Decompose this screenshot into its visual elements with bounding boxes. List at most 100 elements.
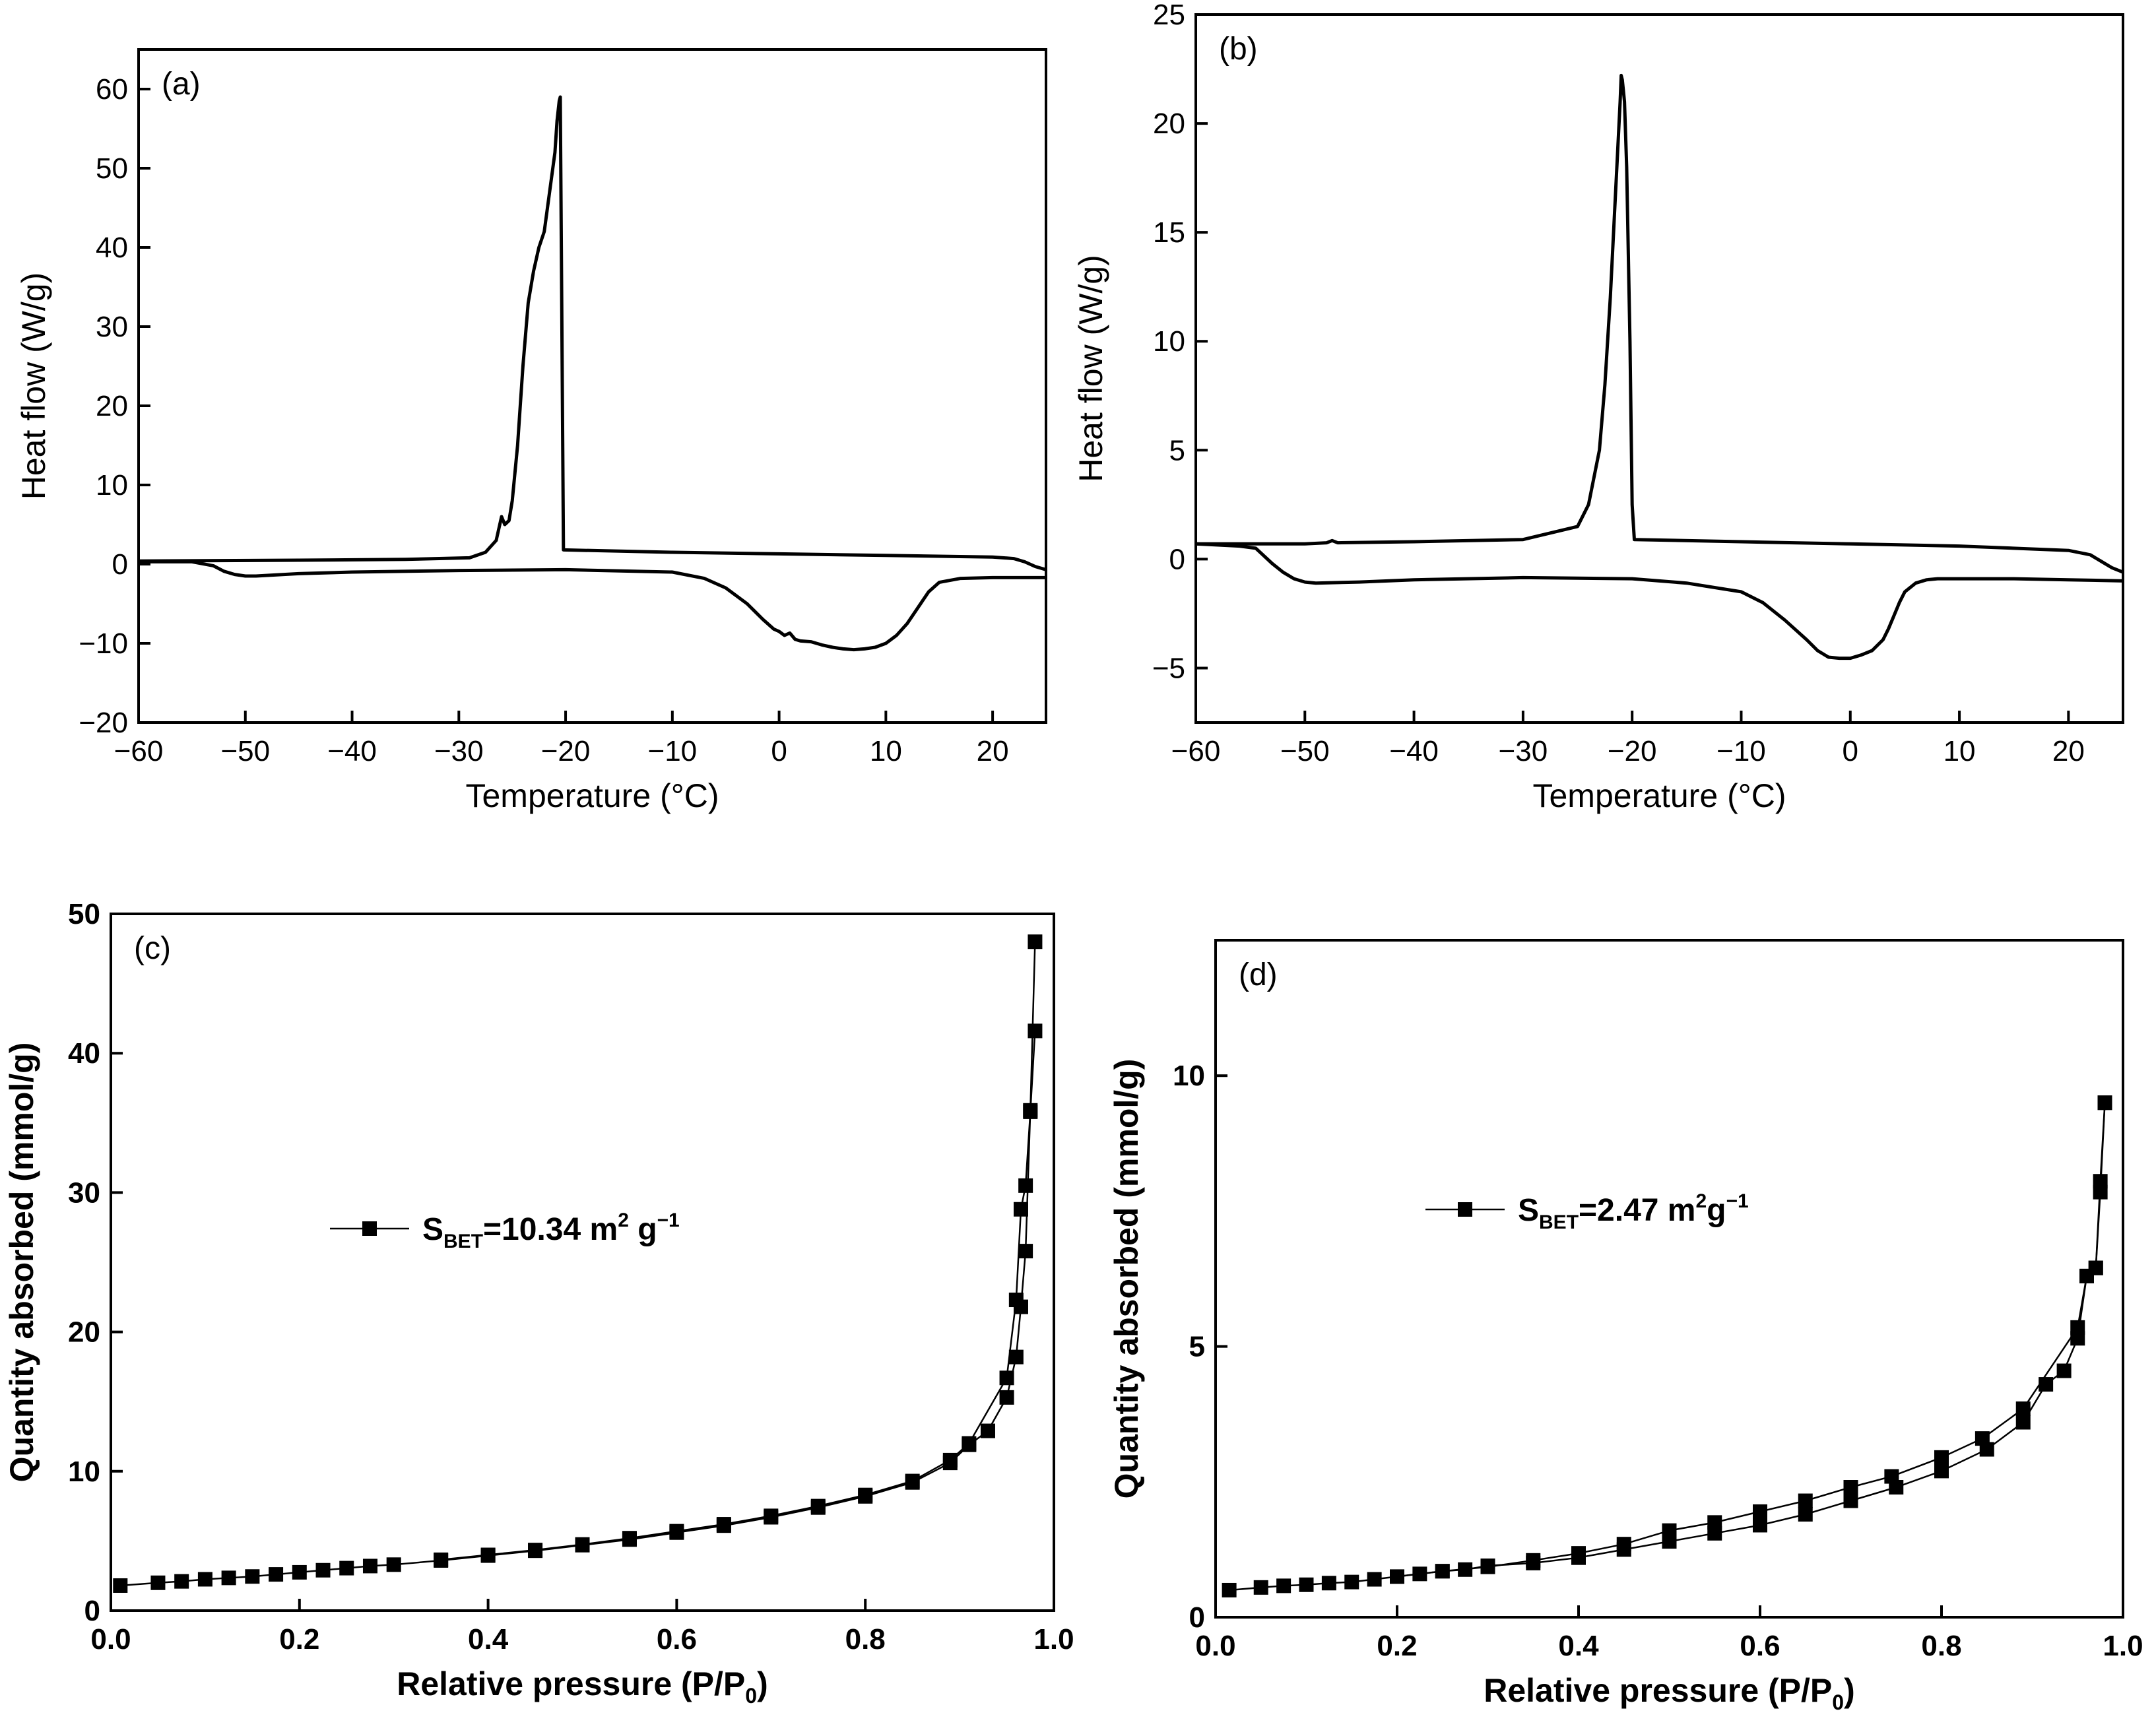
- data-point-adsorption: [1018, 1244, 1033, 1259]
- x-tick-label: −30: [434, 735, 484, 767]
- data-point-desorption: [1934, 1450, 1949, 1465]
- x-tick-label: 1.0: [1033, 1623, 1074, 1656]
- data-point-adsorption: [386, 1557, 401, 1572]
- data-point-desorption: [1616, 1537, 1631, 1552]
- series-line-desorption: [440, 1031, 1036, 1561]
- y-tick-label: 30: [68, 1176, 100, 1209]
- y-tick-label: 0: [1189, 1601, 1205, 1634]
- data-point-desorption: [528, 1543, 543, 1558]
- y-tick-label: −5: [1152, 652, 1185, 684]
- data-point-desorption: [1013, 1202, 1028, 1217]
- x-tick-label: −10: [648, 735, 698, 767]
- panel-label: (d): [1239, 957, 1278, 992]
- y-tick-label: 40: [96, 232, 128, 264]
- data-point-adsorption: [1222, 1582, 1237, 1597]
- data-point-desorption: [1480, 1559, 1495, 1574]
- data-point-desorption: [1028, 1023, 1043, 1039]
- y-tick-label: 0: [1169, 543, 1185, 575]
- series-line-adsorption: [1229, 1103, 2106, 1591]
- legend-label: SBET=10.34 m2 g−1: [422, 1209, 680, 1252]
- data-point-desorption: [999, 1370, 1014, 1386]
- x-tick-label: 0.2: [1377, 1630, 1417, 1662]
- data-point-desorption: [669, 1524, 684, 1539]
- data-point-desorption: [2093, 1174, 2108, 1189]
- series-line-cooling: [1196, 73, 2124, 574]
- data-point-desorption: [1571, 1546, 1586, 1561]
- legend-marker: [362, 1221, 377, 1236]
- panel-b-dsc: −60 −50 −40 −30 −20 −10 0 10 20−50510152025Tempe…: [1072, 0, 2124, 814]
- x-tick-label: 0.6: [657, 1623, 697, 1656]
- data-point-desorption: [942, 1452, 958, 1467]
- data-point-adsorption: [292, 1564, 307, 1580]
- x-tick-label: −40: [1389, 735, 1439, 767]
- y-tick-label: 0: [84, 1595, 100, 1627]
- x-tick-label: 0.8: [845, 1623, 886, 1656]
- data-point-desorption: [716, 1517, 731, 1532]
- data-point-desorption: [1884, 1469, 1899, 1484]
- data-point-desorption: [764, 1508, 779, 1524]
- x-tick-label: −30: [1499, 735, 1548, 767]
- x-tick-label: −20: [1608, 735, 1657, 767]
- x-tick-label: −10: [1716, 735, 1766, 767]
- data-point-desorption: [1798, 1493, 1813, 1508]
- x-tick-label: 0.2: [279, 1623, 319, 1656]
- data-point-adsorption: [1753, 1518, 1767, 1533]
- y-tick-label: 10: [96, 469, 128, 501]
- y-tick-label: 25: [1153, 0, 1185, 31]
- data-point-desorption: [622, 1531, 637, 1546]
- y-tick-label: 20: [68, 1316, 100, 1349]
- series-line-desorption: [1396, 1103, 2106, 1578]
- data-point-desorption: [810, 1498, 826, 1514]
- x-tick-label: 1.0: [2103, 1630, 2143, 1662]
- y-tick-label: 40: [68, 1037, 100, 1070]
- panel-label: (c): [134, 931, 171, 966]
- data-point-desorption: [2015, 1401, 2031, 1416]
- panel-d-isotherm: 0.0 0.2 0.4 0.6 0.8 1.0 0 5 10 Relative pressure …: [1108, 939, 2143, 1714]
- x-axis-label: Temperature (°C): [1533, 777, 1786, 814]
- y-tick-label: 20: [1153, 108, 1185, 140]
- series-line-heating: [139, 560, 1046, 652]
- data-point-adsorption: [1344, 1574, 1359, 1590]
- data-point-adsorption: [362, 1559, 377, 1574]
- x-tick-label: 0.4: [468, 1623, 509, 1656]
- y-tick-label: 15: [1153, 216, 1185, 249]
- data-point-adsorption: [113, 1578, 128, 1593]
- x-tick-label: 0.6: [1740, 1630, 1780, 1662]
- data-point-adsorption: [1276, 1578, 1291, 1593]
- data-point-desorption: [1753, 1504, 1767, 1519]
- data-point-adsorption: [339, 1560, 354, 1576]
- panel-a-dsc: −60 −50 −40 −30 −20 −10 0 10 20 −20 −10 0 10 20 30 40 50…: [15, 48, 1047, 814]
- plot-frame: [110, 913, 1055, 1612]
- data-point-desorption: [1526, 1553, 1541, 1568]
- data-point-adsorption: [1253, 1580, 1268, 1595]
- x-tick-label: −60: [1171, 735, 1221, 767]
- y-axis-label: Heat flow (W/g): [15, 273, 52, 500]
- data-point-desorption: [1023, 1104, 1038, 1119]
- x-tick-label: 20: [2052, 735, 2085, 767]
- x-tick-label: 10: [1944, 735, 1976, 767]
- y-tick-label: 50: [68, 898, 100, 930]
- data-point-adsorption: [221, 1570, 236, 1586]
- panel-c-isotherm: 0.0 0.2 0.4 0.6 0.8 1.0 0 10 20 30 40 50 Relative pr…: [3, 898, 1074, 1708]
- series-line-adsorption: [120, 942, 1036, 1587]
- data-point-adsorption: [197, 1572, 212, 1587]
- data-point-adsorption: [1843, 1493, 1858, 1508]
- data-point-desorption: [2070, 1320, 2085, 1335]
- x-tick-label: −50: [220, 735, 270, 767]
- panel-label: (a): [162, 67, 201, 102]
- data-point-desorption: [1707, 1515, 1722, 1530]
- x-tick-label: 10: [870, 735, 902, 767]
- series-line-heating: [1195, 542, 2124, 660]
- y-tick-label: 10: [68, 1456, 100, 1488]
- data-point-adsorption: [1321, 1576, 1336, 1591]
- x-axis-label: Relative pressure (P/P0): [397, 1665, 768, 1708]
- y-tick-label: −20: [79, 707, 128, 739]
- data-point-desorption: [1008, 1293, 1024, 1308]
- data-point-desorption: [858, 1487, 873, 1502]
- data-point-adsorption: [1299, 1577, 1314, 1592]
- data-point-adsorption: [269, 1567, 284, 1582]
- data-point-desorption: [2079, 1268, 2094, 1283]
- data-point-desorption: [1662, 1523, 1677, 1538]
- x-tick-label: −40: [327, 735, 377, 767]
